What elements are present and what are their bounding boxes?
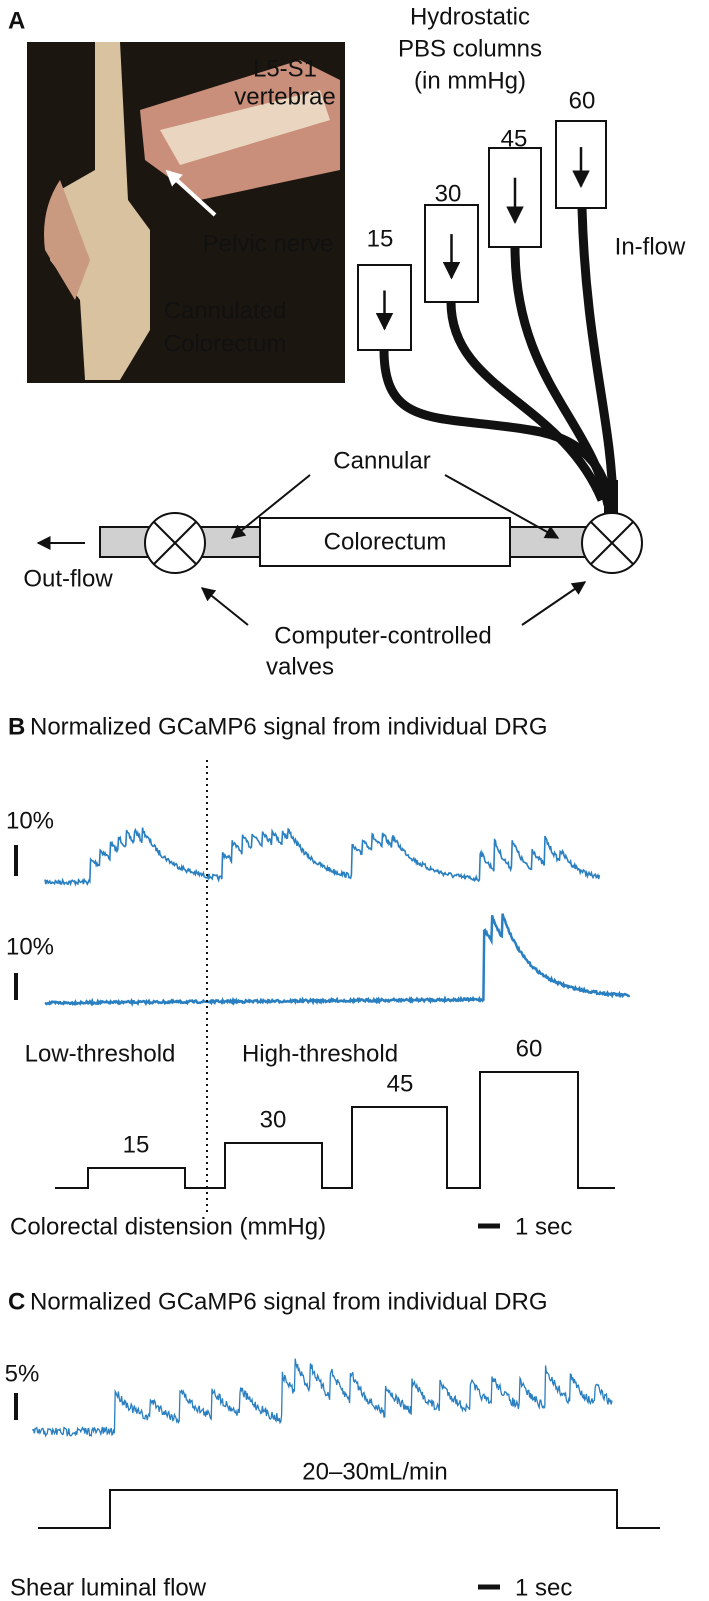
tube	[446, 301, 607, 502]
step-label: 45	[387, 1070, 414, 1097]
scale-label: 10%	[6, 807, 54, 834]
pointer-arrow	[200, 587, 249, 626]
inflow-label: In-flow	[615, 233, 686, 260]
step-label: 60	[516, 1035, 543, 1062]
photo-label: L5-S1	[253, 55, 317, 82]
panel-title: Normalized GCaMP6 signal from individual…	[30, 1288, 548, 1315]
step-label: 30	[260, 1106, 287, 1133]
time-label: 1 sec	[515, 1213, 572, 1240]
pointer-arrow	[444, 474, 560, 539]
cannular-label: Cannular	[333, 447, 430, 474]
colorectum-box	[259, 517, 511, 567]
column-label: 45	[501, 125, 528, 152]
tube-junction	[604, 480, 618, 514]
distension-protocol	[55, 1071, 615, 1189]
time-label: 1 sec	[515, 1574, 572, 1601]
flow-protocol	[38, 1489, 660, 1529]
panel-label: B	[8, 713, 25, 740]
panel-label: C	[8, 1288, 25, 1315]
panel-label: A	[8, 7, 25, 34]
pointer-arrow	[230, 474, 311, 539]
columns-title: (in mmHg)	[414, 67, 526, 94]
signal-trace	[32, 1358, 613, 1438]
tube	[510, 246, 613, 506]
photo-label: Colorectum	[164, 330, 287, 357]
photo-label: Cannulated	[164, 297, 287, 324]
pointer-arrow	[521, 581, 587, 626]
photo-arrow	[165, 169, 217, 217]
signal-trace	[44, 827, 601, 887]
panel-title: Normalized GCaMP6 signal from individual…	[30, 713, 548, 740]
valve-cross	[153, 521, 197, 565]
columns-title: Hydrostatic	[410, 3, 530, 30]
threshold-label: High-threshold	[242, 1040, 398, 1067]
colorectum-label: Colorectum	[324, 528, 447, 555]
axis-label: Shear luminal flow	[10, 1574, 207, 1601]
scale-label: 5%	[5, 1360, 40, 1387]
valve-cross	[590, 521, 634, 565]
valves-label: Computer-controlled	[274, 622, 491, 649]
tube	[577, 207, 618, 506]
photo-label: vertebrae	[234, 83, 335, 110]
flow-label: 20–30mL/min	[302, 1458, 447, 1485]
columns-title: PBS columns	[398, 35, 542, 62]
photo-colon	[50, 42, 150, 380]
photo-label: Pelvic nerve	[203, 230, 334, 257]
column-label: 15	[367, 225, 394, 252]
step-label: 15	[123, 1131, 150, 1158]
photo-vertebrae-light	[160, 90, 330, 165]
threshold-label: Low-threshold	[25, 1040, 176, 1067]
signal-trace	[44, 913, 631, 1008]
photo-tissue	[44, 180, 90, 300]
outflow-label: Out-flow	[23, 565, 113, 592]
pbs-column	[424, 204, 479, 303]
column-label: 60	[569, 87, 596, 114]
axis-label: Colorectal distension (mmHg)	[10, 1213, 326, 1240]
valves-label: valves	[266, 653, 334, 680]
scale-label: 10%	[6, 933, 54, 960]
column-label: 30	[435, 180, 462, 207]
